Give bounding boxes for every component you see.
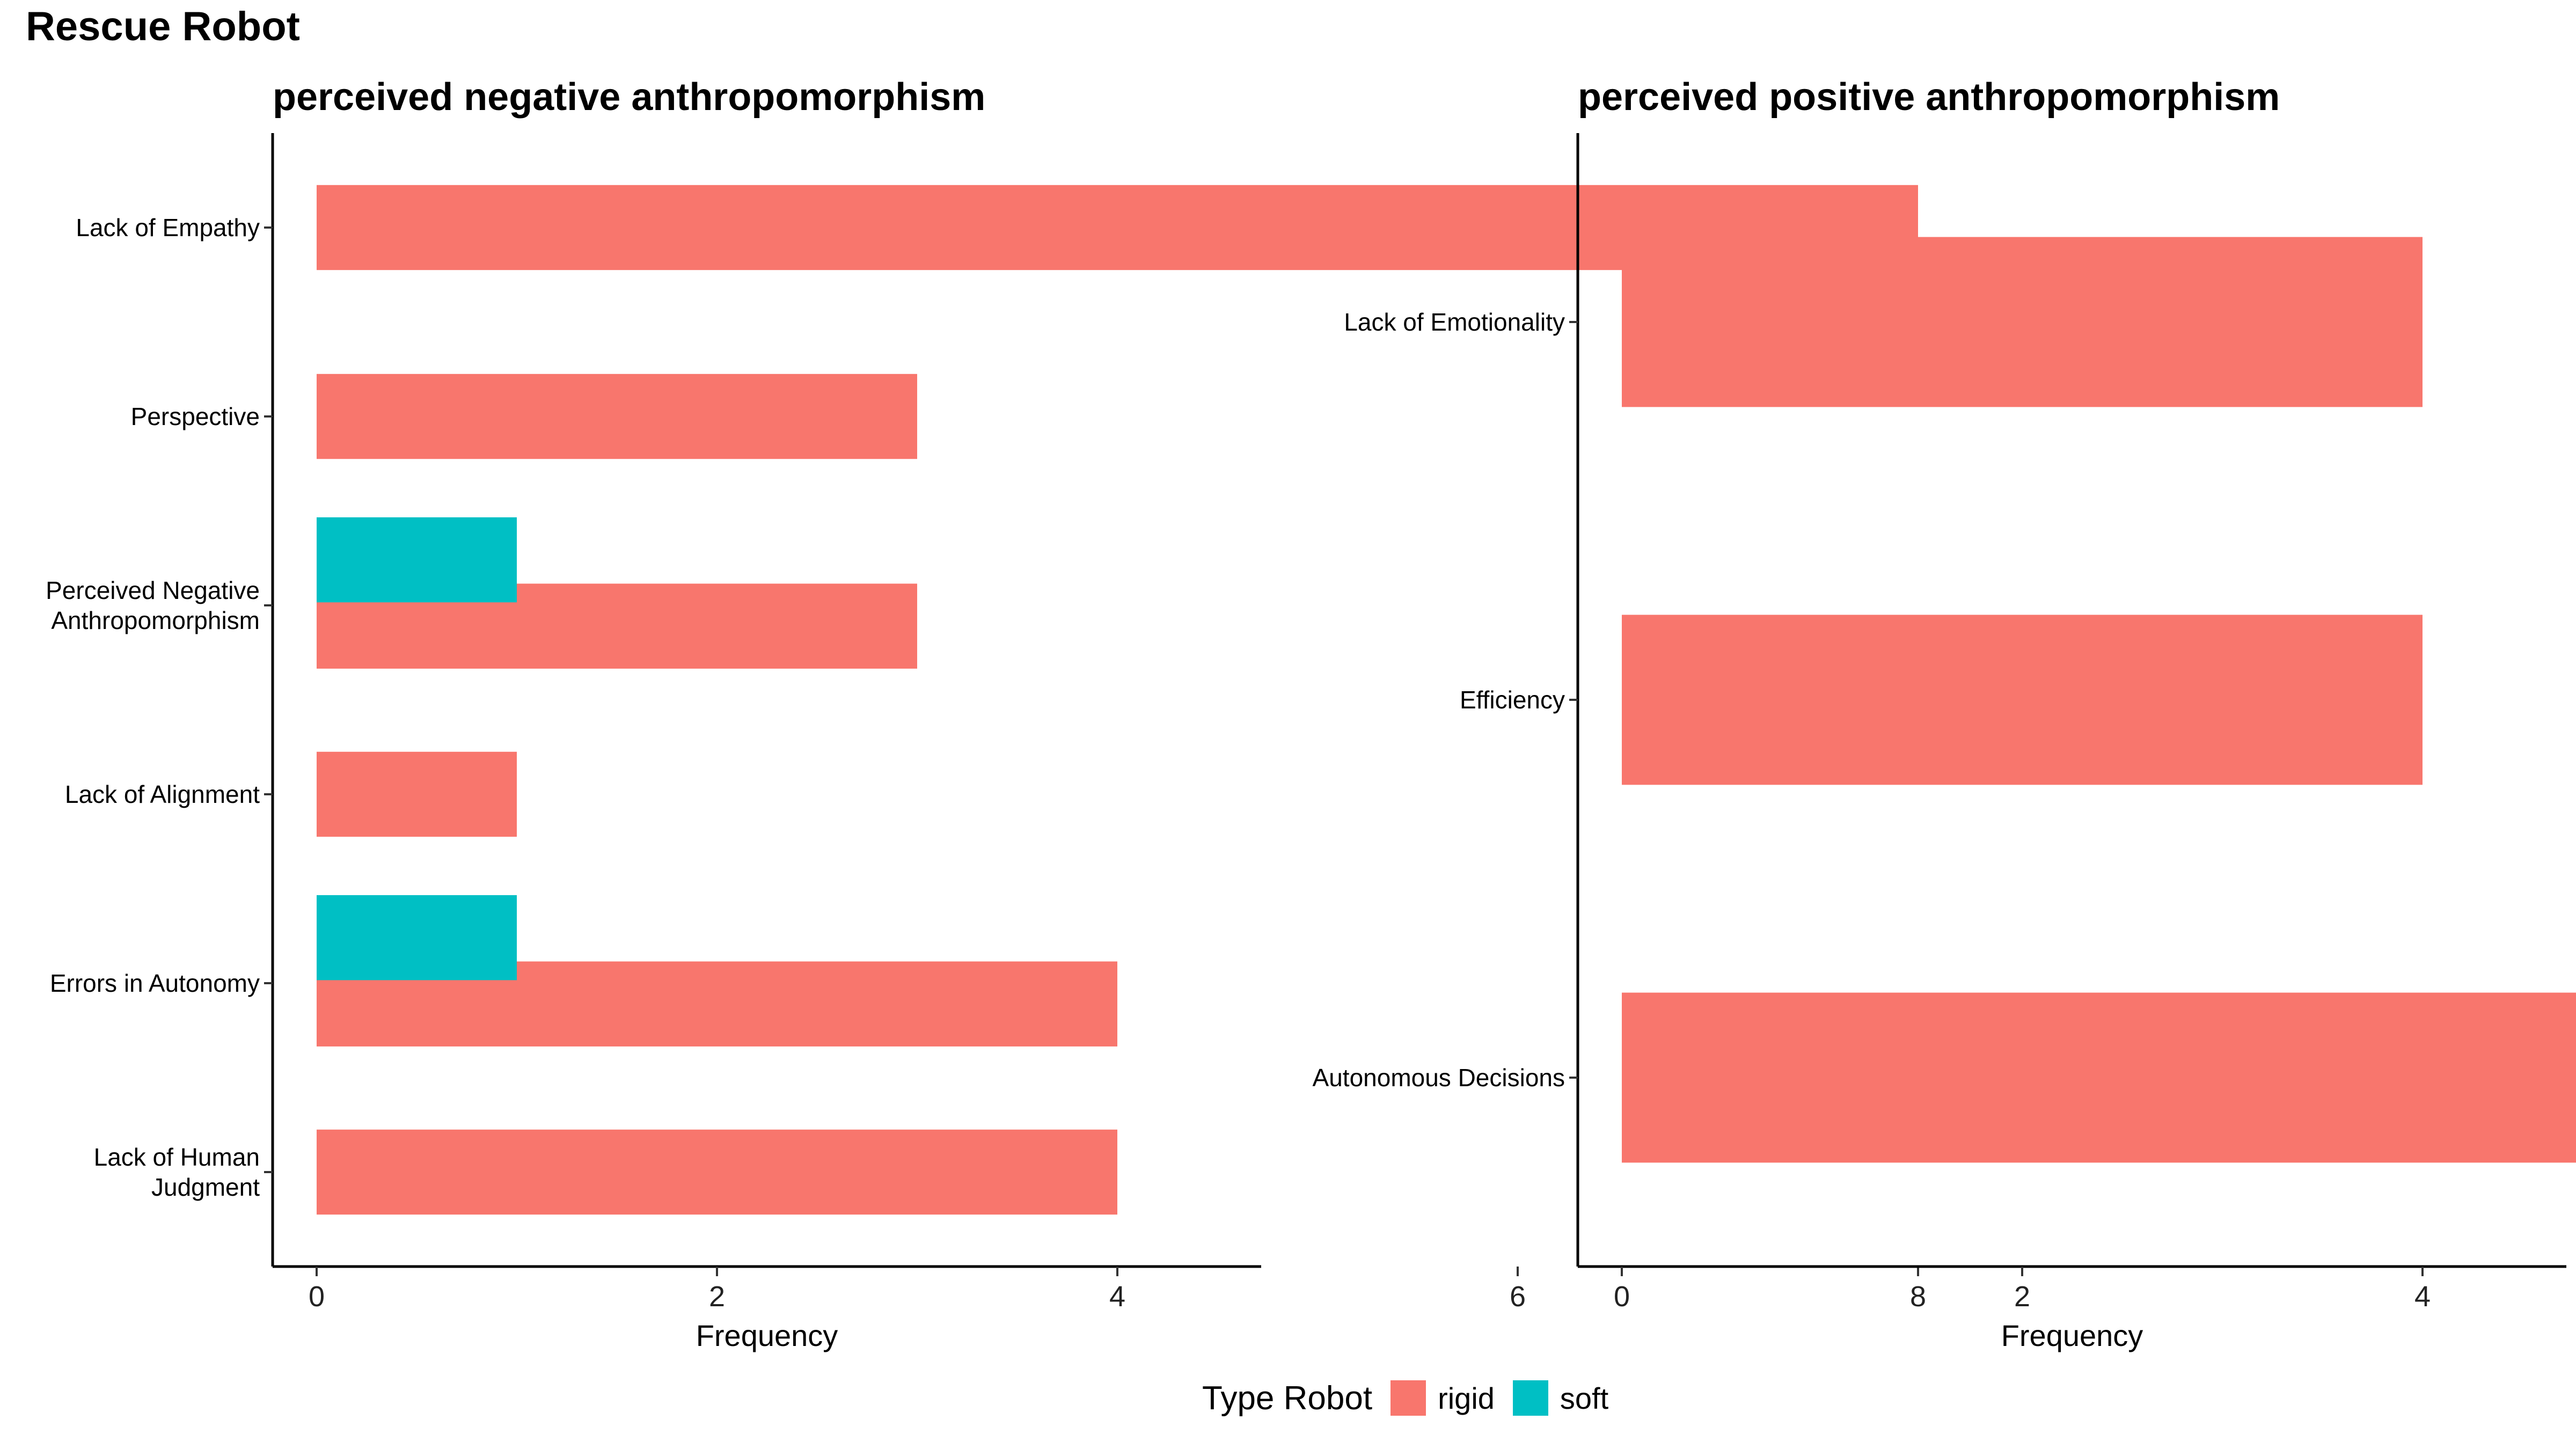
category-label-negative-1: Perspective [131, 402, 260, 430]
category-label-negative-5: Lack of Human Judgment [94, 1143, 260, 1201]
x-tick-label-positive-4: 4 [2414, 1280, 2431, 1313]
category-label-negative-3: Lack of Alignment [65, 780, 260, 808]
legend-key-soft [1512, 1380, 1548, 1416]
bar-soft-negative-4 [317, 895, 517, 980]
x-axis-title-negative: Frequency [696, 1319, 838, 1352]
x-tick-label-positive-2: 2 [2014, 1280, 2030, 1313]
x-tick-label-negative-4: 4 [1109, 1280, 1125, 1313]
bar-soft-negative-2 [317, 517, 517, 603]
legend-item-rigid: rigid [1391, 1380, 1495, 1416]
x-axis-title-positive: Frequency [2001, 1319, 2143, 1352]
bar-rigid-negative-1 [317, 374, 917, 459]
legend-label-rigid: rigid [1438, 1381, 1495, 1415]
panel-title-negative: perceived negative anthropomorphism [273, 76, 985, 119]
legend-key-rigid [1391, 1380, 1426, 1416]
legend: Type Robot rigid soft [1202, 1374, 1627, 1422]
bar-rigid-negative-3 [317, 751, 517, 837]
x-tick-label-positive-0: 0 [1614, 1280, 1630, 1313]
bar-rigid-negative-5 [317, 1129, 1117, 1215]
x-tick-label-negative-2: 2 [709, 1280, 725, 1313]
category-label-negative-4: Errors in Autonomy [50, 969, 260, 997]
legend-item-soft: soft [1512, 1380, 1609, 1416]
category-label-positive-2: Autonomous Decisions [1313, 1064, 1565, 1092]
panel-title-positive: perceived positive anthropomorphism [1578, 76, 2280, 119]
category-label-negative-0: Lack of Empathy [76, 214, 260, 241]
category-label-positive-1: Efficiency [1460, 686, 1565, 714]
x-tick-label-negative-8: 8 [1910, 1280, 1926, 1313]
bar-rigid-positive-0 [1622, 237, 2423, 407]
legend-title: Type Robot [1202, 1379, 1373, 1417]
x-tick-label-negative-6: 6 [1510, 1280, 1526, 1313]
category-label-negative-2: Perceived Negative Anthropomorphism [46, 576, 260, 634]
bar-rigid-positive-2 [1622, 992, 2576, 1163]
category-label-positive-0: Lack of Emotionality [1344, 308, 1565, 336]
legend-label-soft: soft [1560, 1381, 1609, 1415]
page-title: Rescue Robot [26, 4, 300, 49]
bar-rigid-positive-1 [1622, 614, 2423, 785]
x-tick-label-negative-0: 0 [309, 1280, 325, 1313]
